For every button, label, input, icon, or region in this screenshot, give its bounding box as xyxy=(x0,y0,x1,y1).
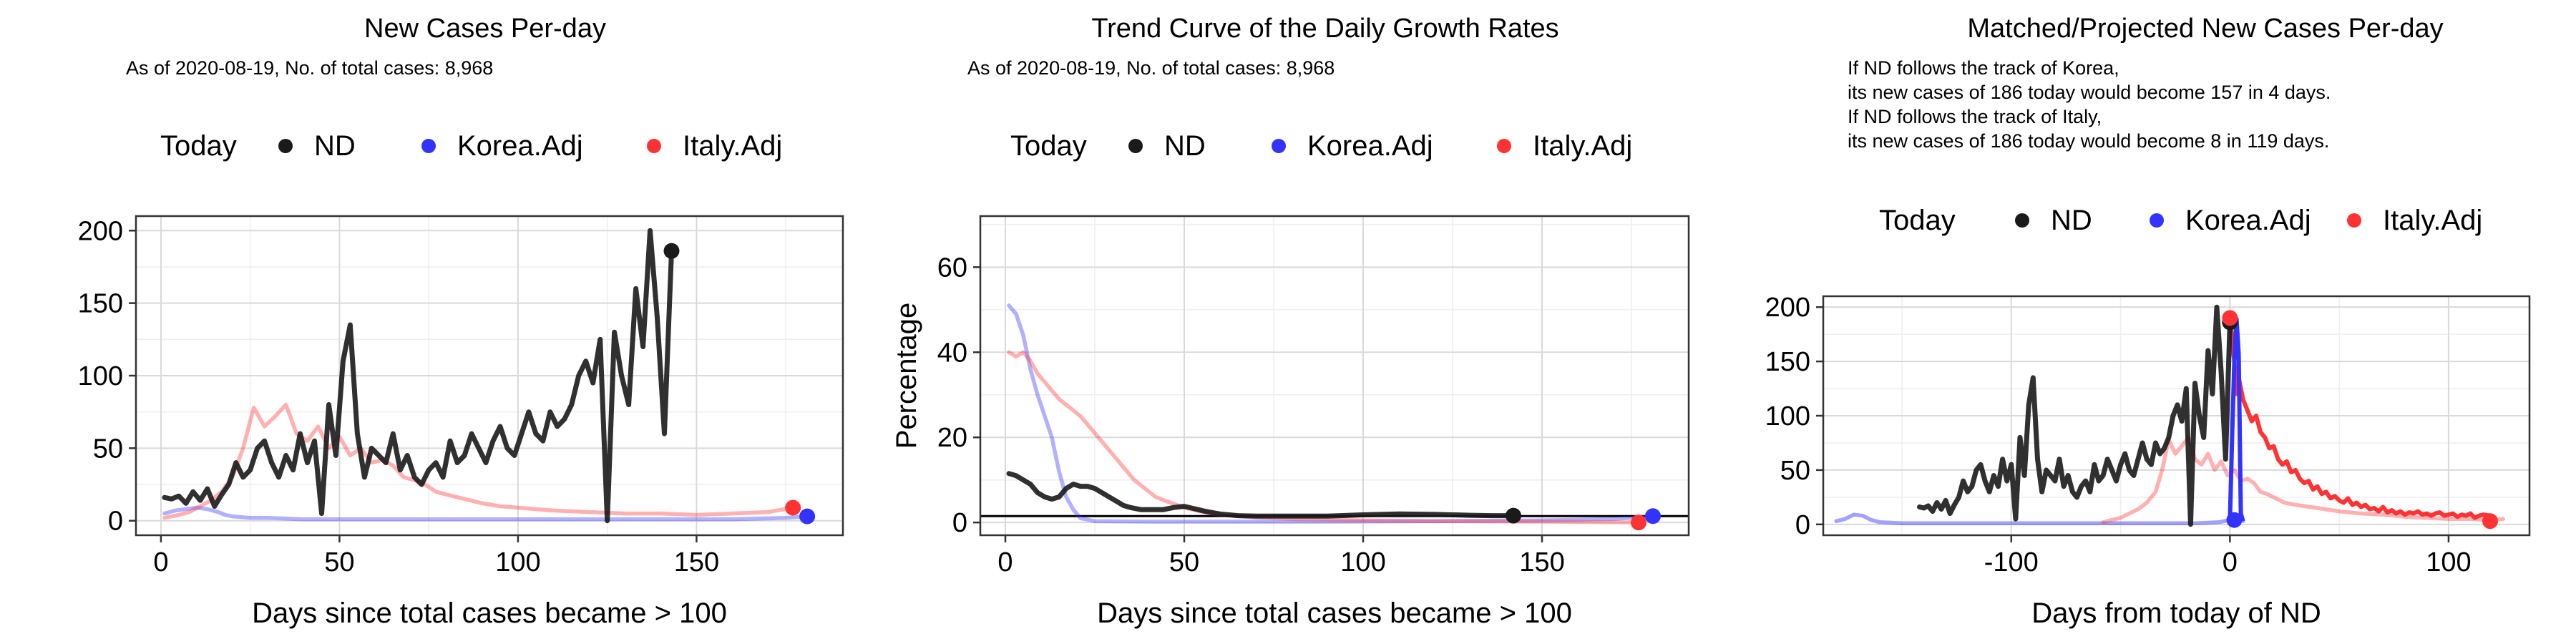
y-tick-label: 40 xyxy=(937,338,967,368)
series-line-italy-adj-projection xyxy=(2228,316,2492,520)
x-tick-label: 100 xyxy=(1340,547,1385,577)
x-tick-label: 0 xyxy=(153,547,168,577)
legend-label: Korea.Adj xyxy=(2185,205,2311,236)
legend-key-italy-adj xyxy=(2347,213,2361,228)
chart-subtitle-line: its new cases of 186 today would become … xyxy=(1848,82,2331,103)
x-axis-label: Days since total cases became > 100 xyxy=(1097,597,1572,629)
x-axis-label: Days from today of ND xyxy=(2031,597,2321,629)
legend-label: Korea.Adj xyxy=(457,130,583,162)
chart-subtitle-line: If ND follows the track of Italy, xyxy=(1848,106,2102,127)
today-point-korea-adj xyxy=(2226,512,2243,528)
chart-title: New Cases Per-day xyxy=(364,14,606,44)
y-tick-label: 200 xyxy=(1765,293,1810,323)
series-line-italy-adj xyxy=(1007,350,1641,525)
legend: Today ND Korea.Adj Italy.Adj xyxy=(160,130,782,162)
today-point-italy-adj xyxy=(2482,513,2498,530)
series-line-nd xyxy=(1917,304,2233,527)
series-line-nd xyxy=(162,228,674,524)
legend-key-nd xyxy=(1128,139,1143,153)
series-line-korea-adj xyxy=(162,505,809,522)
chart-panel-1: New Cases Per-day As of 2020-08-19, No. o… xyxy=(78,14,844,629)
y-tick-label: 200 xyxy=(78,216,123,246)
y-tick-label: 0 xyxy=(108,507,123,537)
legend-title: Today xyxy=(160,130,237,162)
legend-label: Italy.Adj xyxy=(683,130,782,162)
x-tick-label: 0 xyxy=(997,547,1013,577)
legend-title: Today xyxy=(1879,205,1956,236)
legend-label: ND xyxy=(314,130,356,162)
y-tick-label: 0 xyxy=(952,508,967,538)
series-line-italy-adj xyxy=(2101,435,2506,525)
x-tick-label: 150 xyxy=(1519,547,1564,577)
x-axis-label: Days since total cases became > 100 xyxy=(252,597,727,629)
today-point-korea-adj xyxy=(799,508,816,525)
legend-label: Italy.Adj xyxy=(2383,205,2482,236)
chart-title: Matched/Projected New Cases Per-day xyxy=(1967,14,2443,44)
today-point-korea-adj xyxy=(1645,508,1661,525)
y-tick-label: 0 xyxy=(1795,510,1810,540)
chart-subtitle-line: If ND follows the track of Korea, xyxy=(1848,57,2119,79)
plot-background xyxy=(980,216,1689,535)
y-tick-label: 20 xyxy=(937,423,967,453)
y-tick-label: 150 xyxy=(78,289,123,319)
legend-title: Today xyxy=(1010,130,1087,162)
legend-label: Italy.Adj xyxy=(1533,130,1632,162)
legend-key-korea-adj xyxy=(421,139,436,153)
x-tick-label: 100 xyxy=(2426,547,2471,577)
legend: Today ND Korea.Adj Italy.Adj xyxy=(1879,205,2482,236)
y-tick-label: 100 xyxy=(78,361,123,391)
chart-panel-3: Matched/Projected New Cases Per-day If ND… xyxy=(1765,14,2531,629)
legend-key-italy-adj xyxy=(647,139,661,153)
today-point-italy-adj xyxy=(1631,514,1646,531)
y-tick-label: 50 xyxy=(93,434,123,464)
x-tick-label: 50 xyxy=(1169,547,1199,577)
legend-key-nd xyxy=(2015,213,2029,228)
chart-panel-2: Trend Curve of the Daily Growth Rates As … xyxy=(891,14,1690,629)
x-tick-label: 0 xyxy=(2223,547,2238,577)
x-tick-label: 50 xyxy=(324,547,354,577)
x-tick-label: -100 xyxy=(1984,547,2039,577)
today-point-italy-adj xyxy=(2222,310,2238,326)
legend-key-korea-adj xyxy=(1272,139,1286,153)
x-tick-label: 150 xyxy=(674,547,719,577)
legend-label: ND xyxy=(1164,130,1206,162)
y-tick-label: 50 xyxy=(1780,456,1810,486)
y-tick-label: 60 xyxy=(937,253,967,283)
y-tick-label: 150 xyxy=(1765,347,1810,377)
series-line-korea-adj xyxy=(1007,303,1655,524)
chart-subtitle-line: As of 2020-08-19, No. of total cases: 8,… xyxy=(967,57,1335,79)
chart-subtitle-line: As of 2020-08-19, No. of total cases: 8,… xyxy=(126,57,493,79)
legend-key-korea-adj xyxy=(2150,213,2164,228)
chart-title: Trend Curve of the Daily Growth Rates xyxy=(1091,14,1558,44)
legend: Today ND Korea.Adj Italy.Adj xyxy=(1010,130,1632,162)
plot-border xyxy=(979,215,1690,537)
legend-label: Korea.Adj xyxy=(1307,130,1433,162)
today-point-nd xyxy=(1506,507,1521,524)
legend-key-nd xyxy=(278,139,293,153)
x-tick-label: 100 xyxy=(495,547,540,577)
legend-label: ND xyxy=(2051,205,2092,236)
y-tick-label: 100 xyxy=(1765,401,1810,431)
today-point-nd xyxy=(663,243,680,259)
today-point-italy-adj xyxy=(785,499,801,516)
legend-key-italy-adj xyxy=(1497,139,1511,153)
y-axis-label: Percentage xyxy=(891,303,922,449)
chart-subtitle-line: its new cases of 186 today would become … xyxy=(1848,130,2329,152)
series-line-nd xyxy=(1006,471,1516,519)
